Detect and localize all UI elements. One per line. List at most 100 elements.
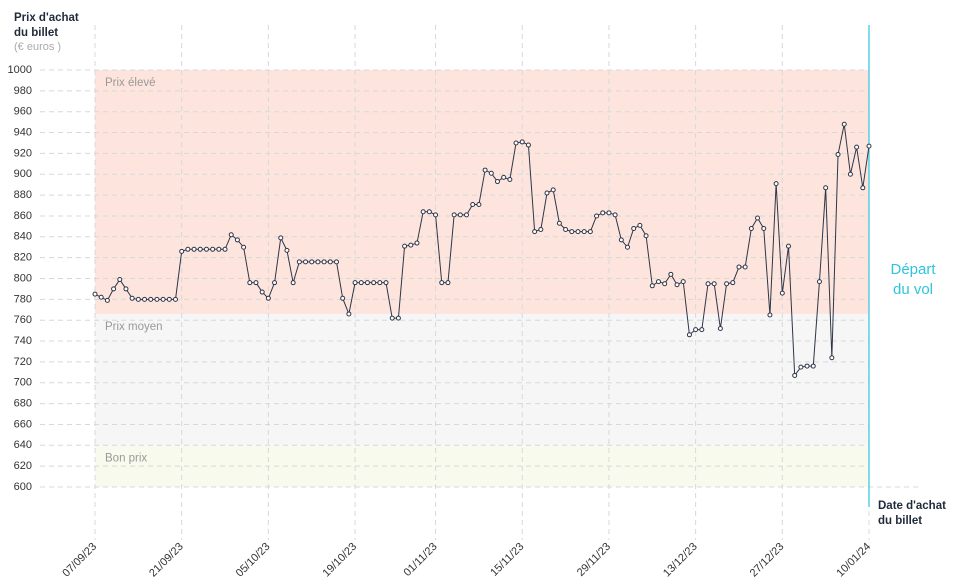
price-point (352, 280, 358, 286)
price-point (433, 212, 439, 218)
price-point (668, 271, 674, 277)
y-tick-label: 740 (14, 335, 32, 347)
price-point (717, 326, 723, 332)
price-point (129, 295, 135, 301)
y-tick-label: 780 (14, 293, 32, 305)
zone (95, 313, 869, 446)
price-point (482, 167, 488, 173)
price-point (451, 212, 457, 218)
price-point (234, 237, 240, 243)
price-point (674, 282, 680, 288)
zone-label: Prix moyen (105, 321, 163, 333)
price-point (649, 283, 655, 289)
price-point (792, 372, 798, 378)
price-point (550, 187, 556, 193)
price-point (172, 296, 178, 302)
y-tick-label: 720 (14, 356, 32, 368)
price-point (600, 210, 606, 216)
price-point (494, 179, 500, 185)
x-tick-label: 05/10/23 (234, 541, 273, 580)
price-point (755, 215, 761, 221)
price-point (278, 235, 284, 241)
price-point (420, 209, 426, 215)
price-point (556, 220, 562, 226)
price-point (464, 212, 470, 218)
price-point (823, 185, 829, 191)
x-tick-label: 01/11/23 (402, 541, 440, 579)
price-point (389, 315, 395, 321)
price-point (303, 259, 309, 265)
price-point (111, 286, 117, 292)
price-point (686, 332, 692, 338)
price-point (402, 243, 408, 249)
price-point (606, 210, 612, 216)
price-point (228, 232, 234, 238)
price-point (309, 259, 315, 265)
price-point (284, 247, 290, 253)
x-tick-label: 21/09/23 (147, 541, 186, 580)
y-tick-label: 1000 (8, 64, 32, 76)
price-point (519, 139, 525, 145)
price-point (470, 201, 476, 207)
price-point (742, 264, 748, 270)
annotation: Départ (890, 261, 936, 278)
price-point (655, 279, 661, 285)
price-point (377, 280, 383, 286)
y-tick-label: 860 (14, 210, 32, 222)
price-point (532, 229, 538, 235)
zone-label: Bon prix (105, 452, 147, 464)
y-axis-title: Prix d'achat (14, 12, 79, 24)
x-tick-label: 27/12/23 (748, 541, 787, 580)
price-point (829, 355, 835, 361)
price-point (290, 280, 296, 286)
price-point (736, 264, 742, 270)
price-point (587, 229, 593, 235)
price-point (160, 296, 166, 302)
y-tick-label: 920 (14, 147, 32, 159)
x-tick-label: 15/11/23 (488, 541, 526, 579)
price-point (835, 151, 841, 157)
price-point (135, 296, 141, 302)
price-point (426, 209, 432, 215)
price-point (767, 312, 773, 318)
y-tick-label: 640 (14, 439, 32, 451)
price-point (265, 295, 271, 301)
price-point (798, 364, 804, 370)
zone (95, 70, 869, 314)
price-point (860, 185, 866, 191)
price-point (748, 225, 754, 231)
price-point (569, 229, 575, 235)
price-point (841, 121, 847, 127)
price-point (439, 280, 445, 286)
price-point (581, 229, 587, 235)
y-tick-label: 760 (14, 314, 32, 326)
price-point (594, 213, 600, 219)
price-point (525, 142, 531, 148)
y-tick-label: 880 (14, 189, 32, 201)
price-point (148, 296, 154, 302)
price-point (705, 281, 711, 287)
price-point (631, 225, 637, 231)
price-point (371, 280, 377, 286)
price-point (724, 281, 730, 287)
y-axis-unit: (€ euros ) (14, 41, 61, 53)
x-tick-label: 13/12/23 (661, 541, 700, 580)
price-point (699, 327, 705, 333)
price-point (166, 296, 172, 302)
price-point (358, 280, 364, 286)
price-point (866, 143, 872, 149)
price-point (296, 259, 302, 265)
price-point (123, 286, 129, 292)
y-tick-label: 660 (14, 418, 32, 430)
y-tick-label: 820 (14, 252, 32, 264)
price-point (117, 277, 123, 283)
price-point (272, 280, 278, 286)
x-tick-label: 19/10/23 (320, 541, 359, 580)
y-tick-label: 900 (14, 168, 32, 180)
price-point (457, 212, 463, 218)
price-point (445, 280, 451, 286)
price-point (340, 295, 346, 301)
price-point (810, 363, 816, 369)
price-point (92, 291, 98, 297)
annotation: du vol (893, 281, 933, 298)
